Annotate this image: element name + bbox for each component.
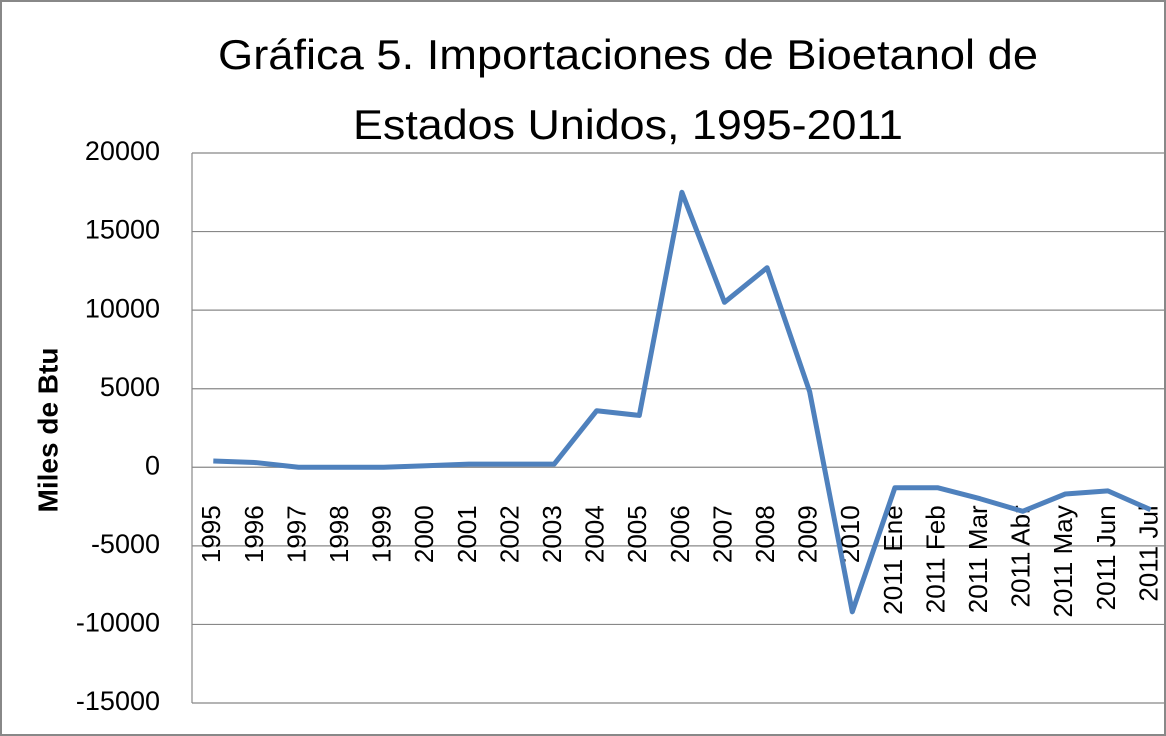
x-tick-label: 2003 (537, 505, 567, 563)
y-tick-label: -5000 (91, 529, 160, 559)
y-tick-label: 5000 (100, 372, 160, 402)
data-line (213, 189, 1152, 615)
x-tick-label: 2011 Abr (1006, 505, 1036, 608)
x-tick-label: 2011 May (1048, 505, 1078, 617)
y-tick-label: -10000 (76, 608, 160, 638)
x-tick-label: 2000 (409, 505, 439, 563)
x-tick-label: 2009 (793, 505, 823, 563)
y-tick-label: 20000 (85, 136, 160, 166)
x-tick-label: 1997 (281, 505, 311, 563)
chart-title: Estados Unidos, 1995-2011 (353, 101, 903, 148)
y-axis-label: Miles de Btu (32, 348, 63, 513)
y-tick-label: -15000 (76, 686, 160, 716)
x-tick-label: 1999 (367, 505, 397, 563)
y-tick-label: 15000 (85, 215, 160, 245)
x-tick-label: 2006 (665, 505, 695, 563)
y-tick-label: 10000 (85, 293, 160, 323)
x-tick-label: 2001 (452, 505, 482, 563)
x-tick-label: 2011 Mar (963, 505, 993, 613)
x-tick-label: 2011 Jun (1091, 505, 1121, 610)
y-tick-label: 0 (145, 450, 160, 480)
chart-title: Gráfica 5. Importaciones de Bioetanol de (218, 31, 1038, 78)
x-tick-label: 2011 Jul (1133, 505, 1163, 601)
x-tick-label: 1995 (196, 505, 226, 563)
x-tick-label: 1998 (324, 505, 354, 563)
x-tick-label: 2004 (580, 505, 610, 563)
x-tick-label: 2002 (494, 505, 524, 563)
x-tick-label: 2005 (622, 505, 652, 563)
x-tick-label: 2008 (750, 505, 780, 563)
x-tick-label: 2007 (707, 505, 737, 563)
x-tick-label: 1996 (239, 505, 269, 563)
x-tick-label: 2011 Feb (920, 505, 950, 613)
